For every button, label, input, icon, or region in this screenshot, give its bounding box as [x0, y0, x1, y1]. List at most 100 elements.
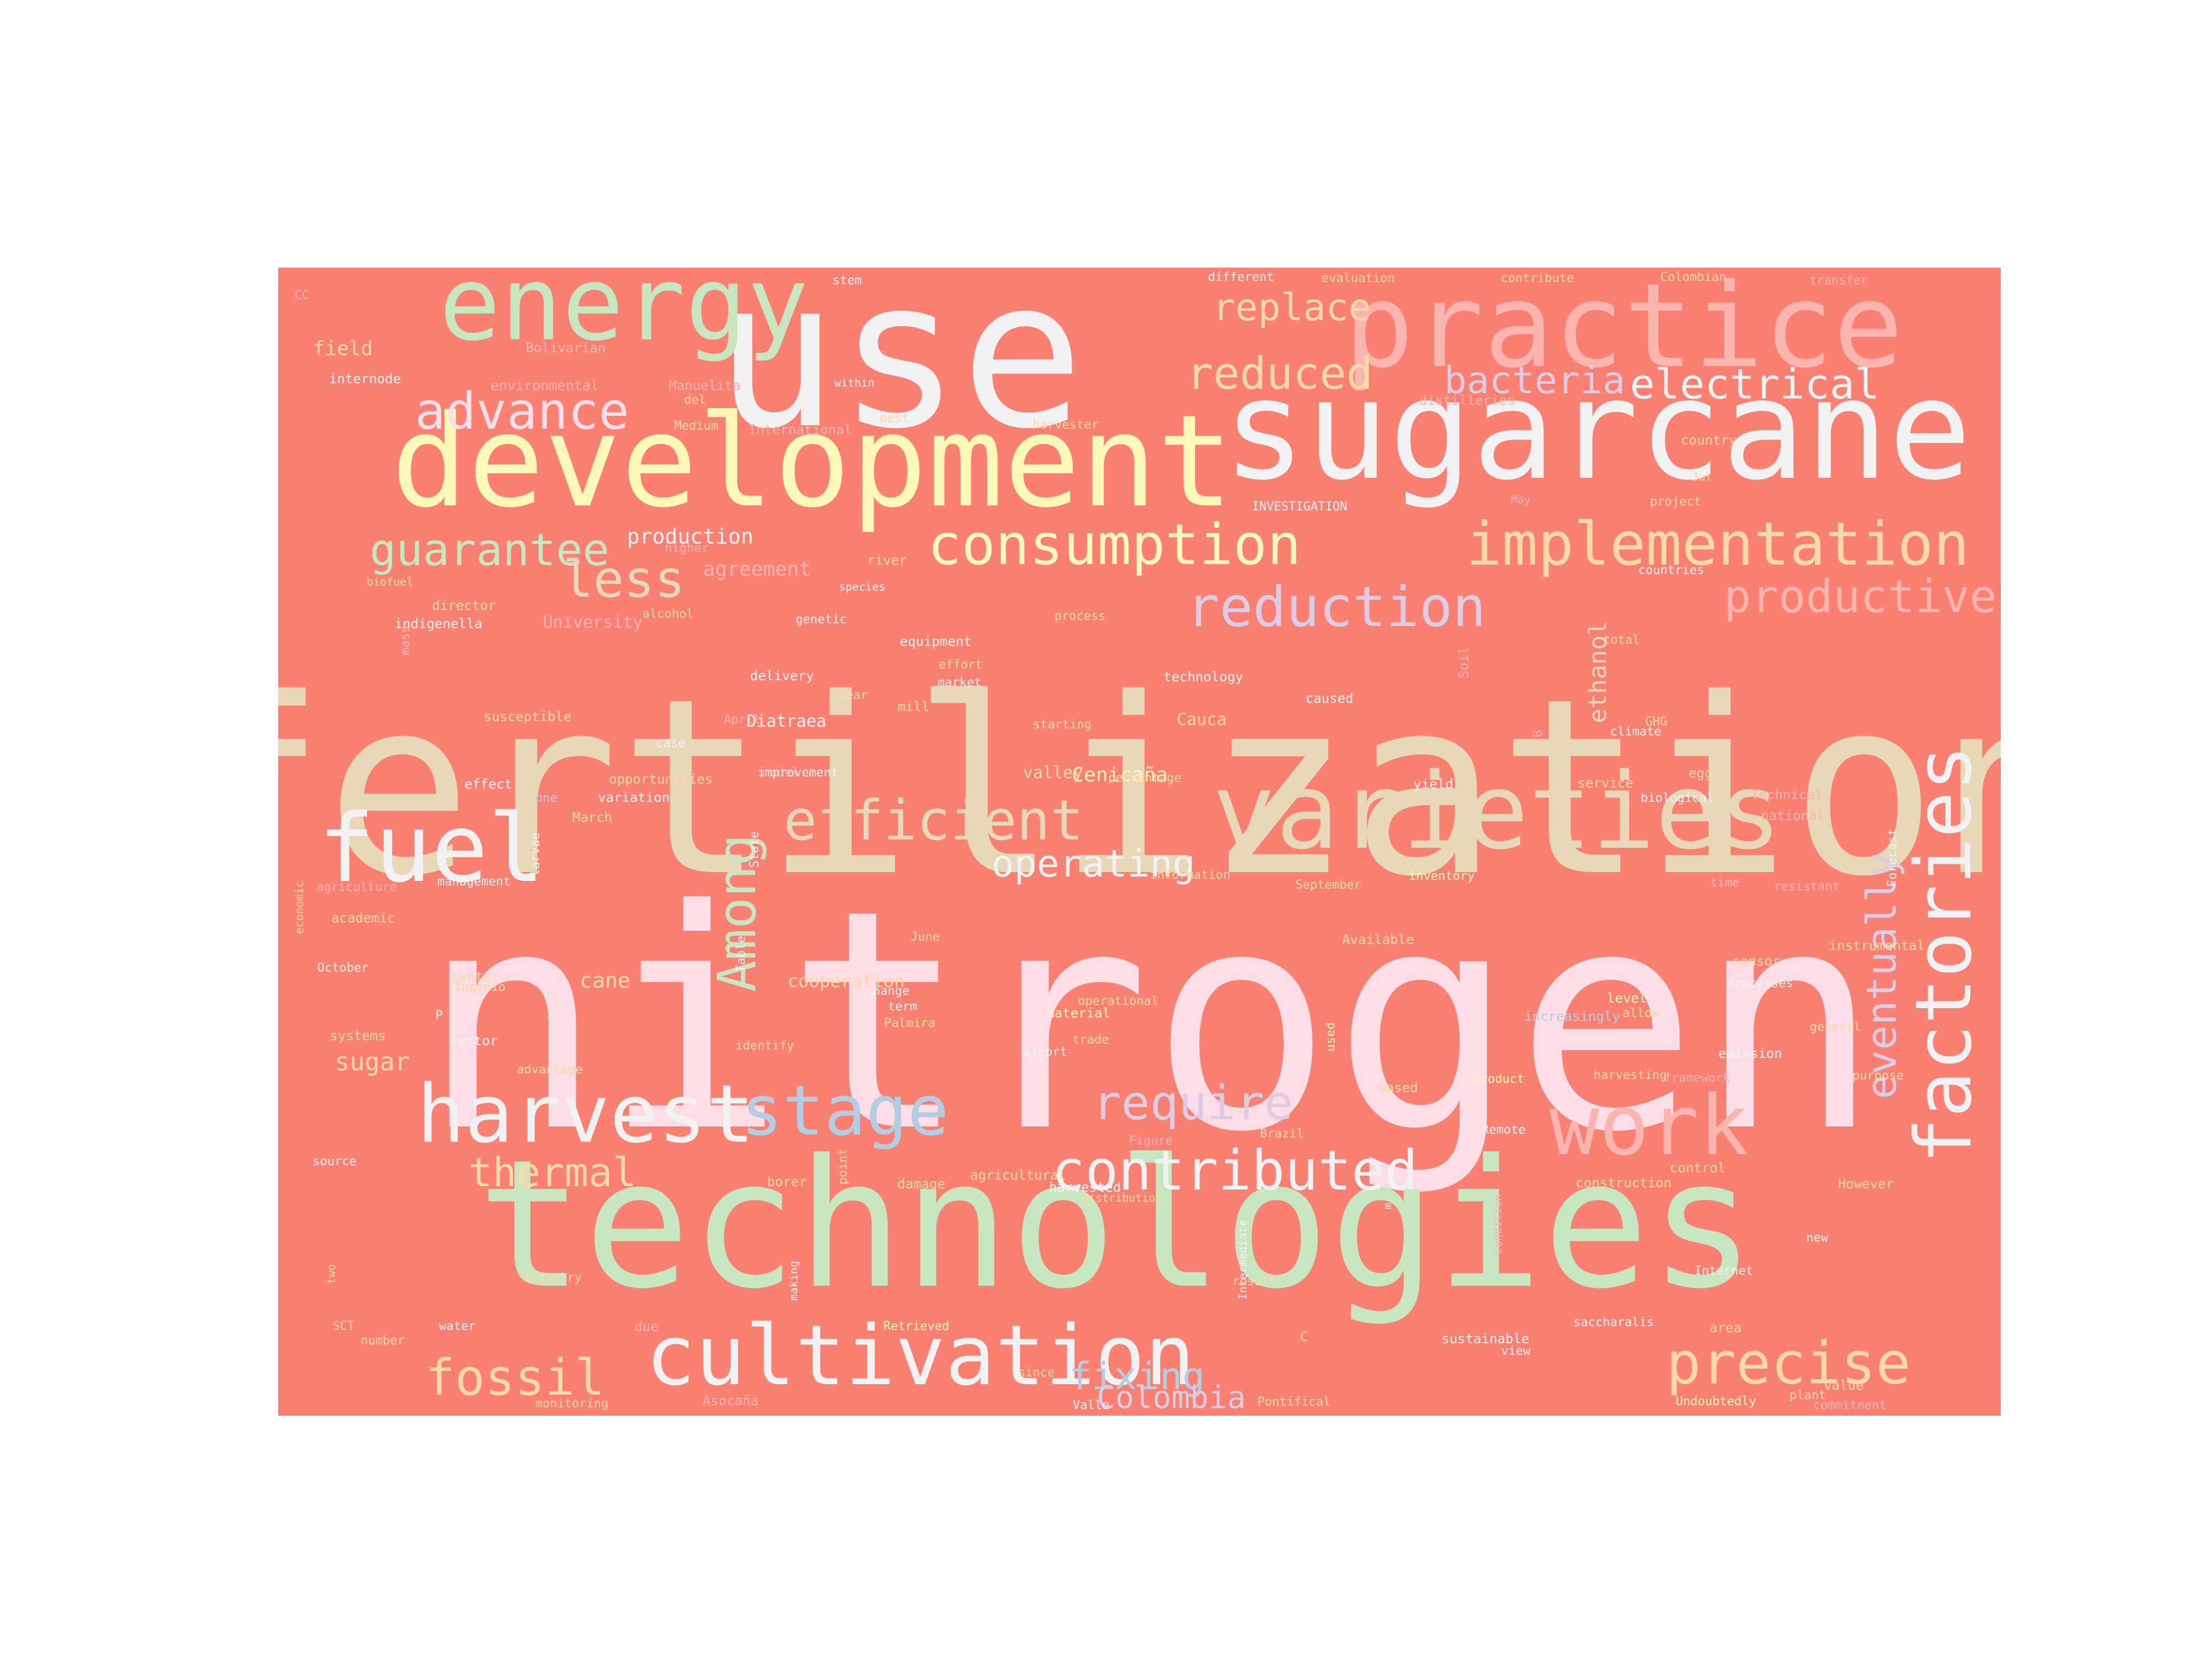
cloud-word: Undoubtedly [1676, 1395, 1756, 1408]
cloud-word: stem [832, 274, 862, 288]
cloud-word: larvae [529, 832, 542, 877]
cloud-word: less [562, 550, 685, 609]
cloud-word: higher [665, 541, 709, 555]
cloud-word: bacteria [1444, 359, 1625, 403]
cloud-word: development [391, 388, 1234, 536]
cloud-word: used [1324, 1022, 1338, 1052]
cloud-word: agricultural [970, 1167, 1066, 1183]
cloud-word: framework [1664, 1071, 1730, 1085]
cloud-word: increasingly [1524, 1009, 1620, 1024]
cloud-word: susceptible [483, 709, 572, 724]
cloud-word: production [627, 524, 754, 549]
cloud-word: State [748, 831, 761, 868]
cloud-word: result [1232, 1275, 1276, 1288]
cloud-word: since [1018, 1366, 1055, 1380]
cloud-word: stage [740, 1071, 950, 1151]
cloud-word: making [787, 1260, 800, 1301]
cloud-word: Colombian [1660, 270, 1726, 284]
cloud-word: Jul [1692, 470, 1713, 483]
cloud-word: April [723, 713, 761, 727]
cloud-word: Cenicaña [1072, 764, 1168, 786]
cloud-word: point [836, 1147, 850, 1185]
cloud-word: center [451, 969, 499, 984]
cloud-word: allow [1622, 1006, 1660, 1020]
cloud-word: implementation [1465, 510, 1970, 579]
cloud-word: GHG [1645, 715, 1667, 729]
cloud-word: monitoring [535, 1397, 609, 1411]
cloud-word: commitment [1813, 1399, 1887, 1412]
cloud-word: CC [294, 289, 310, 302]
cloud-word: number [361, 1334, 405, 1348]
cloud-word: fixing [1069, 1355, 1205, 1399]
cloud-word: nitrogen [420, 846, 1880, 1198]
cloud-word: harvest [416, 1067, 755, 1161]
cloud-word: distribution [1082, 1191, 1162, 1204]
cloud-word: general [1809, 1020, 1861, 1034]
cloud-word: processes [1727, 977, 1793, 990]
cloud-word: resistant [1773, 880, 1840, 894]
cloud-word: harvested [1048, 1180, 1121, 1195]
cloud-word: product [1473, 1072, 1525, 1086]
cloud-word: improvement [758, 766, 838, 780]
cloud-word: purpose [1852, 1069, 1904, 1083]
cloud-word: caused [1305, 691, 1354, 706]
cloud-word: effort [938, 658, 983, 672]
cloud-word: yield [1413, 776, 1454, 792]
cloud-word: Valle [1072, 1399, 1110, 1412]
cloud-word: varieties [1212, 750, 1782, 873]
cloud-word: field [312, 337, 373, 360]
cloud-word: service [1577, 775, 1634, 791]
cloud-word: Cauca [1176, 710, 1227, 729]
cloud-word: biofuel [366, 575, 414, 588]
cloud-word: value [1823, 1378, 1864, 1393]
cloud-word: egg [1688, 765, 1713, 781]
cloud-word: time [1710, 876, 1740, 890]
cloud-word: management [437, 875, 511, 889]
cloud-word: export [1023, 1045, 1067, 1059]
cloud-word: sugar [335, 1047, 410, 1077]
cloud-word: sector [450, 1033, 498, 1048]
cloud-word: effect [464, 776, 513, 792]
cloud-word: productive [1724, 571, 1997, 623]
cloud-word: harvester [1032, 418, 1099, 432]
cloud-word: Internet [1694, 1264, 1753, 1278]
cloud-word: process [1054, 609, 1106, 623]
cloud-word: efficient [784, 788, 1083, 853]
cloud-word: INVESTIGATION [1251, 500, 1348, 514]
cloud-word: different [1208, 270, 1274, 284]
cloud-word: cooperation [787, 971, 905, 992]
cloud-word: within [834, 376, 875, 389]
cloud-word: Available [1342, 932, 1415, 947]
cloud-word: Retrieved [883, 1319, 950, 1333]
cloud-word: Medium [674, 419, 718, 433]
cloud-word: condition [1491, 1194, 1504, 1255]
cloud-word: B [1531, 730, 1545, 738]
cloud-word: borer [766, 1174, 807, 1190]
word-cloud: nitrogen fertilization technologies use suga… [278, 268, 2001, 1416]
cloud-word: information [1150, 868, 1230, 882]
cloud-word: based [1378, 1080, 1418, 1095]
cloud-word: term [888, 1000, 917, 1014]
cloud-word: work [1549, 1078, 1749, 1174]
cloud-word: Diatraea [746, 712, 827, 731]
cloud-word: distilleries [1419, 393, 1515, 408]
cloud-word: technology [1163, 669, 1244, 685]
cloud-word: eventually [1858, 853, 1906, 1099]
cloud-word: use [714, 268, 1084, 474]
cloud-word: identify [735, 1039, 794, 1053]
cloud-word: percentage [1108, 771, 1182, 785]
cloud-word: model [762, 766, 800, 780]
cloud-word: source [312, 1155, 357, 1168]
cloud-word: industry [523, 1271, 582, 1285]
cloud-word: fertilization [278, 646, 2001, 930]
cloud-word: area [1709, 1320, 1741, 1335]
cloud-word: October [317, 961, 369, 975]
cloud-word: precise [1666, 1329, 1911, 1397]
cloud-word: year [838, 688, 868, 702]
cloud-word: indigenella [394, 616, 483, 632]
cloud-word: practice [1344, 268, 1903, 394]
cloud-word: Palmira [884, 1016, 936, 1030]
cloud-word: cultivation [645, 1308, 1195, 1404]
cloud-word: May [1510, 493, 1531, 506]
cloud-word: saccharalis [1573, 1316, 1654, 1329]
